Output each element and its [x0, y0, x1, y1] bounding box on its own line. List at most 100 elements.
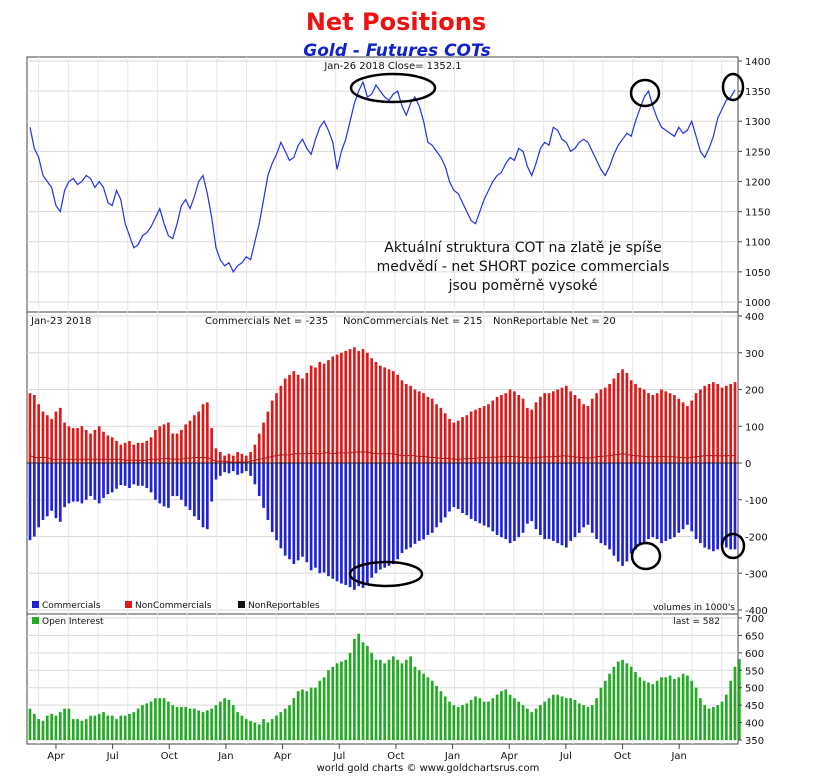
open-interest-bar: [141, 705, 144, 740]
noncommercials-bar: [603, 387, 607, 463]
open-interest-bar: [84, 719, 88, 740]
open-interest-bar: [616, 661, 620, 740]
oi-y-tick-label: 700: [745, 614, 764, 625]
price-y-tick-label: 1100: [745, 238, 770, 249]
commercials-bar: [699, 463, 702, 544]
commercials-bar: [712, 463, 715, 552]
noncommercials-bar: [162, 424, 166, 463]
commercials-bar: [201, 463, 205, 528]
noncommercials-bar: [249, 451, 252, 463]
open-interest-bar: [262, 719, 265, 740]
open-interest-bar: [292, 698, 296, 740]
open-interest-bar: [340, 661, 343, 740]
noncommercials-bar: [461, 417, 464, 463]
commercials-bar: [32, 463, 36, 537]
commercials-bar: [426, 463, 430, 536]
commercials-bar: [253, 463, 257, 485]
price-y-tick-label: 1400: [745, 57, 770, 68]
open-interest-bar: [171, 705, 175, 740]
commercials-bar: [84, 463, 88, 500]
noncommercials-bar: [102, 431, 105, 463]
noncommercials-bar: [435, 404, 438, 463]
noncommercials-bar: [595, 393, 598, 463]
open-interest-bar: [301, 689, 304, 740]
commercials-bar: [327, 463, 330, 577]
commercials-bar: [707, 463, 711, 550]
noncommercials-bar: [214, 448, 218, 463]
open-interest-bar: [288, 705, 291, 740]
commercials-bar: [41, 463, 45, 520]
noncommercials-bar: [612, 378, 616, 463]
commercials-bar: [396, 463, 399, 560]
noncommercials-bar: [322, 363, 326, 463]
noncommercials-bar: [374, 361, 378, 463]
noncommercials-bar: [218, 451, 222, 463]
commercials-bar: [573, 463, 577, 538]
price-series: [29, 80, 736, 274]
chart-title: Net Positions: [306, 8, 486, 36]
open-interest-bar: [175, 706, 179, 740]
commercials-bar: [93, 463, 97, 500]
oi-y-tick-label: 500: [745, 684, 764, 695]
commercials-bar: [456, 463, 460, 509]
noncommercials-bar: [694, 393, 698, 463]
noncommercials-bar: [642, 389, 646, 463]
noncommercials-bar: [205, 402, 209, 463]
commercials-bar: [301, 463, 304, 557]
noncommercials-bar: [136, 442, 140, 463]
noncommercials-bar: [716, 383, 720, 463]
noncommercials-bar: [539, 396, 542, 463]
noncommercials-bar: [491, 400, 495, 463]
noncommercials-bar: [223, 455, 226, 463]
open-interest-bar: [543, 701, 547, 740]
noncommercials-bar: [586, 406, 590, 463]
net-header-noncommercials: NonCommercials Net = 215: [343, 316, 483, 327]
commercials-bar: [180, 463, 183, 500]
commercials-bar: [686, 463, 689, 525]
commercials-bar: [435, 463, 438, 528]
commercials-bar: [694, 463, 698, 540]
open-interest-bar: [534, 708, 538, 740]
commercials-bar: [586, 463, 590, 525]
open-interest-bar: [80, 720, 84, 740]
open-interest-bar: [396, 659, 399, 740]
open-interest-bar: [106, 715, 110, 740]
open-interest-bar: [608, 673, 611, 740]
noncommercials-bar: [279, 385, 283, 463]
open-interest-bar: [115, 719, 118, 740]
open-interest-bar: [240, 715, 244, 740]
noncommercials-bar: [590, 398, 594, 463]
commercials-bar: [703, 463, 707, 548]
x-tick-label: Apr: [47, 751, 65, 762]
commercials-bar: [76, 463, 79, 502]
commercials-bar: [331, 463, 335, 579]
noncommercials-bar: [577, 398, 581, 463]
open-interest-bar: [188, 708, 192, 740]
noncommercials-bar: [430, 398, 434, 463]
commercials-bar: [214, 463, 218, 480]
open-interest-bar: [720, 701, 724, 740]
noncommercials-bar: [616, 372, 620, 463]
open-interest-bar: [357, 633, 361, 740]
open-interest-bar: [439, 691, 443, 740]
open-interest-bar: [465, 703, 469, 740]
price-y-tick-label: 1150: [745, 208, 770, 219]
commercials-bar: [54, 463, 58, 519]
net-y-tick-label: 300: [745, 349, 764, 360]
noncommercials-bar: [673, 395, 676, 463]
open-interest-bar: [686, 675, 689, 740]
commercials-bar: [106, 463, 110, 495]
noncommercials-bar: [63, 422, 66, 463]
open-interest-bar: [370, 652, 374, 740]
net-y-tick-label: -200: [745, 533, 768, 544]
open-interest-bar: [456, 706, 460, 740]
net-position-bars: [27, 347, 738, 590]
annotation-line-3: jsou poměrně vysoké: [448, 278, 598, 294]
open-interest-bar: [154, 698, 157, 740]
commercials-bar: [50, 463, 53, 511]
open-interest-bar: [404, 659, 408, 740]
open-interest-bar: [452, 705, 456, 740]
noncommercials-bar: [71, 428, 75, 463]
noncommercials-bar: [469, 411, 473, 463]
commercials-bar: [556, 463, 560, 544]
